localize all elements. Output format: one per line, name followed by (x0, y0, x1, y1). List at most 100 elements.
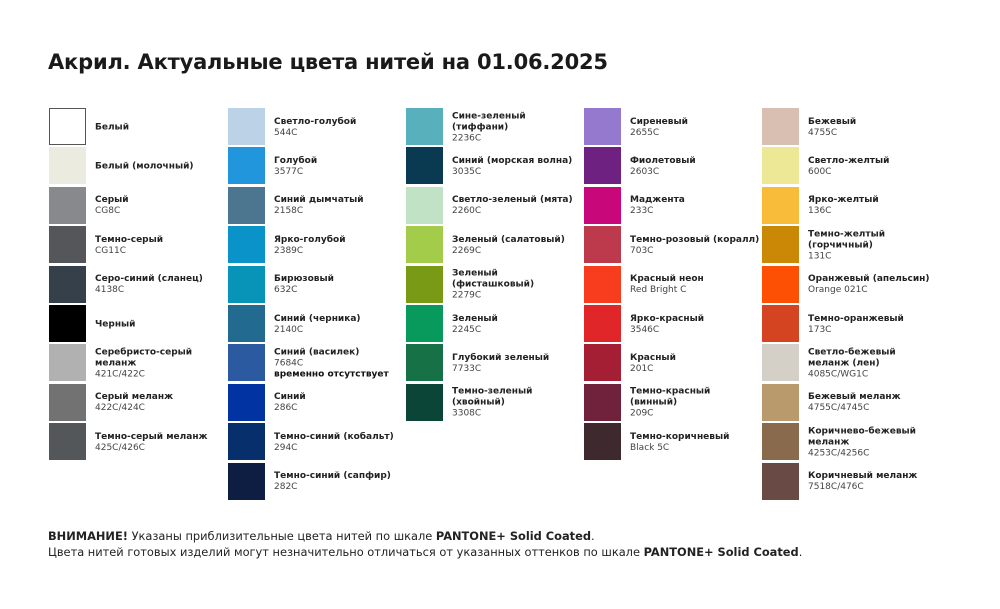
pantone-code: 2655C (630, 127, 660, 138)
color-label: Серебристо-серый меланж 421C/422C (95, 348, 225, 381)
color-label: Светло-голубой 544C (274, 117, 404, 139)
color-label: Синий 286C (274, 392, 404, 414)
color-swatch (406, 344, 443, 382)
palette-column: Белый Белый (молочный) Серый CG8C Темно-серы… (49, 108, 227, 463)
color-name: Светло-голубой (274, 116, 357, 127)
color-name: Темно-коричневый (630, 431, 730, 442)
color-swatch (406, 304, 443, 342)
color-item: Ярко-желтый 136C (762, 186, 940, 226)
color-label: Голубой 3577C (274, 156, 404, 178)
note-text: Цвета нитей готовых изделий могут незнач… (48, 545, 644, 559)
color-label: Темно-оранжевый 173C (808, 314, 938, 336)
color-swatch (406, 186, 443, 224)
color-swatch (762, 265, 799, 303)
color-name: Белый (молочный) (95, 161, 194, 172)
pantone-code: 4755C/4745C (808, 403, 870, 414)
color-swatch (584, 147, 621, 185)
color-swatch (228, 423, 265, 461)
pantone-code: 2603C (630, 167, 660, 178)
pantone-code: 2245C (452, 324, 482, 335)
pantone-code: 600C (808, 167, 832, 178)
color-swatch (584, 344, 621, 382)
note-line-1: ВНИМАНИЕ! Указаны приблизительные цвета … (48, 528, 802, 544)
color-item: Светло-голубой 544C (228, 108, 406, 147)
color-name: Серебристо-серый меланж (95, 347, 193, 369)
color-name: Серый (95, 195, 129, 206)
color-item: Темно-серый CG11C (49, 226, 227, 265)
color-name: Бирюзовый (274, 274, 334, 285)
color-item: Бежевый 4755C (762, 108, 940, 147)
pantone-code: 4755C (808, 127, 838, 138)
color-name: Темно-желтый (горчичный) (808, 229, 886, 251)
color-label: Зеленый (салатовый) 2269C (452, 235, 582, 257)
color-swatch (49, 383, 86, 421)
color-item: Темно-синий (сапфир) 282C (228, 462, 406, 502)
color-item: Темно-синий (кобальт) 294C (228, 423, 406, 462)
color-swatch (762, 186, 799, 224)
color-label: Ярко-красный 3546C (630, 314, 760, 336)
color-item: Сиреневый 2655C (584, 108, 762, 147)
pantone-label: PANTONE+ Solid Coated (643, 545, 799, 559)
color-label: Темно-синий (сапфир) 282C (274, 471, 404, 493)
warning-label: ВНИМАНИЕ! (48, 529, 128, 543)
color-item: Темно-оранжевый 173C (762, 304, 940, 344)
color-swatch (49, 265, 86, 303)
color-name: Зеленый (салатовый) (452, 234, 565, 245)
color-name: Зеленый (фисташковый) (452, 268, 535, 290)
pantone-code: 425C/426C (95, 442, 145, 453)
color-swatch (49, 147, 86, 185)
color-swatch (406, 147, 443, 185)
color-swatch (49, 226, 86, 264)
color-label: Светло-желтый 600C (808, 156, 938, 178)
color-item: Темно-серый меланж 425C/426C (49, 423, 227, 462)
color-item: Синий дымчатый 2158C (228, 186, 406, 226)
pantone-code: 3035C (452, 167, 482, 178)
color-item: Черный (49, 304, 227, 344)
color-label: Серо-синий (сланец) 4138C (95, 274, 225, 296)
color-label: Светло-бежевый меланж (лен) 4085C/WG1C (808, 348, 938, 381)
color-swatch (584, 423, 621, 461)
color-label: Сине-зеленый (тиффани) 2236C (452, 111, 582, 144)
color-label: Ярко-голубой 2389C (274, 235, 404, 257)
color-item: Темно-зеленый (хвойный) 3308C (406, 383, 584, 423)
color-name: Голубой (274, 156, 318, 167)
color-item: Бирюзовый 632C (228, 265, 406, 305)
color-name: Бежевый меланж (808, 392, 901, 403)
color-item: Оранжевый (апельсин) Orange 021C (762, 265, 940, 305)
pantone-code: 4085C/WG1C (808, 369, 869, 380)
color-item: Белый (49, 108, 227, 147)
pantone-code: 294C (274, 442, 298, 453)
color-label: Коричнево-бежевый меланж 4253C/4256C (808, 426, 938, 459)
color-item: Темно-красный (винный) 209C (584, 383, 762, 423)
color-name: Бежевый (808, 116, 857, 127)
color-label: Глубокий зеленый 7733C (452, 353, 582, 375)
color-item: Серебристо-серый меланж 421C/422C (49, 344, 227, 383)
color-item: Синий (морская волна) 3035C (406, 147, 584, 186)
color-label: Синий дымчатый 2158C (274, 195, 404, 217)
availability-status: временно отсутствует (274, 369, 389, 380)
pantone-code: 544C (274, 127, 298, 138)
color-name: Синий (274, 392, 306, 403)
color-swatch (228, 383, 265, 421)
color-name: Черный (95, 319, 136, 330)
color-label: Красный неон Red Bright C (630, 274, 760, 296)
color-item: Синий (черника) 2140C (228, 304, 406, 344)
color-label: Синий (василек) 7684C временно отсутствует (274, 348, 404, 381)
color-label: Бежевый 4755C (808, 117, 938, 139)
color-item: Сине-зеленый (тиффани) 2236C (406, 108, 584, 147)
pantone-code: 233C (630, 206, 654, 217)
color-label: Темно-желтый (горчичный) 131C (808, 229, 938, 262)
color-swatch (762, 147, 799, 185)
color-item: Зеленый 2245C (406, 304, 584, 344)
pantone-code: 2279C (452, 290, 482, 301)
color-name: Ярко-красный (630, 313, 705, 324)
color-name: Темно-красный (винный) (630, 386, 711, 408)
color-label: Темно-серый меланж 425C/426C (95, 432, 225, 454)
color-item: Синий (василек) 7684C временно отсутствует (228, 344, 406, 383)
color-name: Темно-серый (95, 234, 164, 245)
color-swatch (228, 304, 265, 342)
color-name: Светло-желтый (808, 156, 890, 167)
color-label: Сиреневый 2655C (630, 117, 760, 139)
color-name: Коричнево-бежевый меланж (808, 426, 916, 448)
pantone-code: 209C (630, 408, 654, 419)
